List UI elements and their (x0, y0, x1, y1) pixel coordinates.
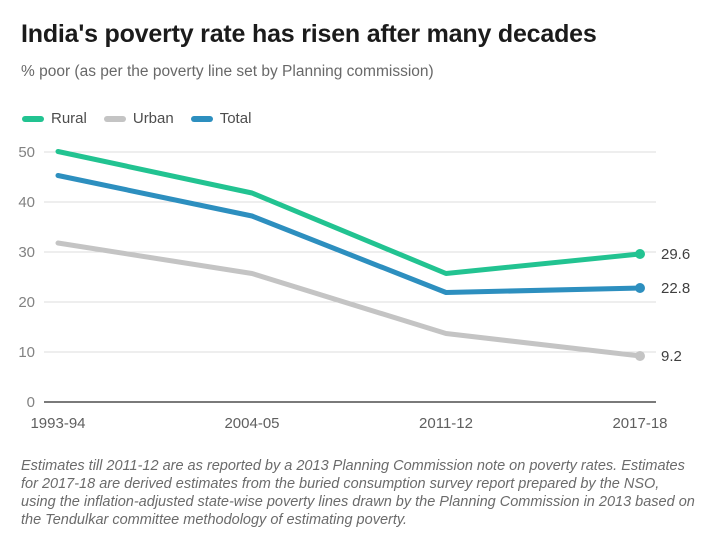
y-tick-label: 40 (18, 194, 35, 211)
x-axis-label: 2004-05 (224, 415, 279, 432)
series-end-label-total: 22.8 (661, 280, 690, 297)
legend-label-total: Total (219, 110, 252, 127)
series-line-total (55, 173, 643, 295)
legend-swatch-urban (103, 115, 126, 122)
series-end-label-rural: 29.6 (661, 246, 690, 263)
series-end-marker-rural (635, 249, 645, 259)
y-tick-label: 10 (18, 344, 35, 361)
chart-legend: Rural Urban Total (22, 110, 251, 127)
x-axis-label: 2011-12 (419, 415, 473, 432)
chart-subtitle: % poor (as per the poverty line set by P… (21, 63, 434, 80)
series-end-marker-urban (635, 351, 645, 361)
y-tick-label: 50 (18, 144, 35, 161)
legend-swatch-total (190, 115, 213, 122)
series-line-urban (55, 240, 643, 359)
chart-footnote: Estimates till 2011-12 are as reported b… (21, 458, 695, 528)
y-tick-label: 20 (18, 294, 35, 311)
series-line-rural (55, 149, 643, 276)
line-chart: 0 10 20 30 40 50 1993-94 2004-05 2011-12 2017-18 9… (18, 144, 690, 432)
series-end-marker-total (635, 283, 645, 293)
y-tick-label: 30 (18, 244, 35, 261)
x-axis-label: 1993-94 (30, 415, 85, 432)
legend-item-urban: Urban (103, 110, 174, 127)
y-tick-label: 0 (27, 394, 35, 411)
x-axis-label: 2017-18 (612, 415, 667, 432)
chart-title: India's poverty rate has risen after man… (21, 20, 597, 48)
legend-item-rural: Rural (22, 110, 87, 127)
legend-label-rural: Rural (51, 110, 87, 127)
series-end-label-urban: 9.2 (661, 348, 682, 365)
legend-label-urban: Urban (132, 110, 174, 127)
legend-swatch-rural (22, 115, 44, 122)
legend-item-total: Total (190, 110, 252, 127)
